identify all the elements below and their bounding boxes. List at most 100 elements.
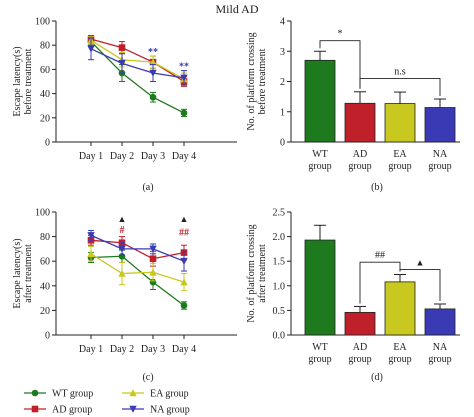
x-tick-label: WT xyxy=(312,149,328,160)
y-tick-label: 3 xyxy=(280,47,285,58)
x-tick-label: group xyxy=(388,354,411,365)
y-tick-label: 0 xyxy=(280,138,285,149)
bar-ea xyxy=(384,281,416,336)
x-tick-label: group xyxy=(348,354,371,365)
significance-bracket xyxy=(399,269,441,302)
series-line xyxy=(90,48,185,79)
series-ea xyxy=(87,36,188,86)
y-axis-label: No. of platform crossing xyxy=(246,224,257,322)
series-line xyxy=(90,234,185,262)
y-tick-label: 2 xyxy=(280,77,285,88)
y-tick-label: 0.0 xyxy=(273,331,286,342)
y-tick-label: 1.5 xyxy=(273,257,286,268)
y-axis-label: No. of platform crossing xyxy=(246,32,257,130)
significance-mark: ▲ xyxy=(118,214,127,224)
y-tick-label: 100 xyxy=(35,208,50,219)
legend-label: AD group xyxy=(52,405,92,416)
significance-mark: ## xyxy=(179,227,189,238)
y-tick-label: 20 xyxy=(40,113,50,124)
data-point xyxy=(118,245,126,253)
significance-mark: * xyxy=(338,29,343,40)
legend-item-ad: AD group xyxy=(24,405,92,416)
significance-bracket xyxy=(319,40,361,89)
x-tick-label: EA xyxy=(393,342,407,353)
x-tick-label: group xyxy=(428,354,451,365)
data-point xyxy=(180,109,188,117)
legend-marker xyxy=(31,405,39,413)
chart-panel-d: 0.0 0.5 1.0 1.5 2.0 2.5 No. of platform crossi… xyxy=(246,208,460,383)
series-wt xyxy=(87,37,188,118)
y-tick-label: 0 xyxy=(45,138,50,149)
x-tick-label: Day 3 xyxy=(141,151,165,162)
data-point xyxy=(149,268,157,276)
y-tick-label: 20 xyxy=(40,306,50,317)
bar-na xyxy=(424,107,456,143)
y-tick-label: 80 xyxy=(40,232,50,243)
panel-label: (b) xyxy=(371,182,383,193)
y-axis-label: after treatment xyxy=(257,244,268,303)
legend-label: WT group xyxy=(52,389,93,400)
y-tick-label: 60 xyxy=(40,65,50,76)
x-tick-label: Day 2 xyxy=(110,151,134,162)
series-line xyxy=(90,253,185,283)
significance-bracket xyxy=(359,261,401,304)
y-tick-label: 1 xyxy=(280,107,285,118)
y-tick-label: 80 xyxy=(40,41,50,52)
y-tick-label: 4 xyxy=(280,17,285,28)
bar-na xyxy=(424,308,456,336)
y-tick-label: 0.5 xyxy=(273,306,286,317)
data-point xyxy=(87,232,95,240)
data-point xyxy=(118,60,126,68)
x-tick-label: Day 3 xyxy=(141,344,165,355)
panel-label: (d) xyxy=(371,372,383,383)
legend-marker xyxy=(31,389,39,397)
legend-label: NA group xyxy=(150,405,190,416)
y-tick-label: 1.0 xyxy=(273,281,286,292)
series-na xyxy=(87,229,188,272)
chart-panel-c: 0 20 40 60 80 100 Escape latency(s) after treat… xyxy=(12,208,237,383)
data-point xyxy=(180,74,188,82)
data-point xyxy=(118,44,126,51)
x-tick-label: EA xyxy=(393,149,407,160)
chart-panel-b: 0 1 2 3 4 No. of platform crossing before trea… xyxy=(246,17,460,193)
legend-label: EA group xyxy=(150,389,189,400)
x-tick-label: Day 1 xyxy=(79,151,103,162)
y-axis-label: Escape latency(s) xyxy=(12,238,23,308)
series-line xyxy=(90,38,185,83)
x-tick-label: NA xyxy=(433,149,448,160)
significance-mark: ** xyxy=(148,47,158,58)
y-tick-label: 40 xyxy=(40,89,50,100)
legend-marker xyxy=(129,389,137,397)
data-point xyxy=(87,45,95,53)
significance-mark: # xyxy=(120,225,125,236)
x-tick-label: group xyxy=(308,354,331,365)
x-tick-label: AD xyxy=(353,342,367,353)
significance-mark: ▲ xyxy=(180,214,189,224)
legend-marker xyxy=(129,405,137,413)
x-tick-label: group xyxy=(348,161,371,172)
data-point xyxy=(149,69,157,77)
y-tick-label: 100 xyxy=(35,17,50,28)
y-axis-label: Escape latency(s) xyxy=(12,46,23,116)
y-tick-label: 0 xyxy=(45,331,50,342)
panel-label: (c) xyxy=(142,372,153,383)
x-tick-label: AD xyxy=(353,149,367,160)
bar-ad xyxy=(344,311,376,336)
x-tick-label: Day 1 xyxy=(79,344,103,355)
legend: WT group EA group AD group NA group xyxy=(24,389,190,416)
data-point xyxy=(87,249,95,258)
bar-ea xyxy=(384,103,416,143)
y-tick-label: 40 xyxy=(40,281,50,292)
x-tick-label: group xyxy=(388,161,411,172)
x-tick-label: Day 4 xyxy=(172,151,196,162)
x-tick-label: Day 4 xyxy=(172,344,196,355)
significance-mark: ## xyxy=(375,250,385,261)
y-tick-label: 2.0 xyxy=(273,232,286,243)
panel-label: (a) xyxy=(142,182,153,193)
x-tick-label: Day 2 xyxy=(110,344,134,355)
series-ea xyxy=(87,245,188,292)
legend-item-na: NA group xyxy=(122,405,190,416)
y-tick-label: 60 xyxy=(40,257,50,268)
significance-mark: ▲ xyxy=(416,258,425,268)
